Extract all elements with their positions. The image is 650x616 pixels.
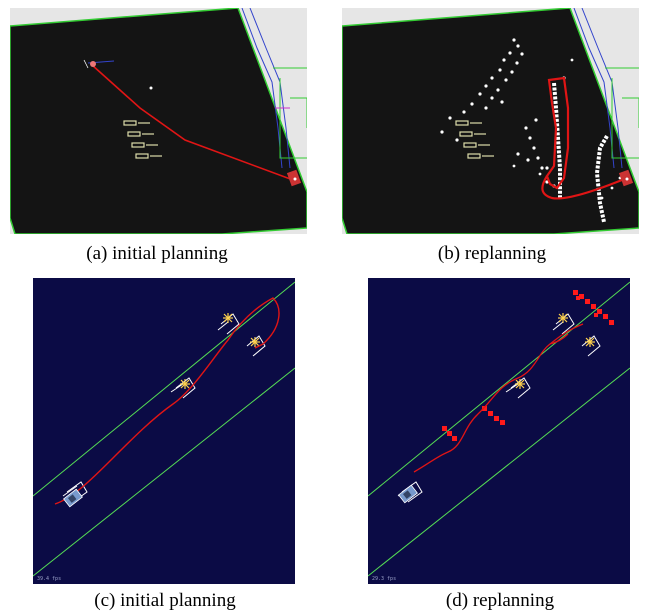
panel-c-canvas: 39.4 fps (33, 278, 295, 584)
obstacle-point (149, 86, 153, 90)
caption-panel-c: (c) initial planning (94, 590, 236, 611)
replanned-path-tail (541, 175, 623, 200)
caption-panel-a: (a) initial planning (86, 243, 228, 264)
panel-a-map-view (10, 8, 307, 234)
ego-vehicle (398, 484, 418, 504)
dense-obstacle-trail (552, 82, 609, 223)
lane-boundary-lines (33, 281, 295, 577)
caption-panel-b: (b) replanning (437, 243, 547, 264)
road-network-lines (241, 8, 307, 169)
obstacle-markers (442, 290, 614, 441)
goal-vehicle-marker (286, 169, 302, 187)
ego-vehicle (63, 488, 83, 508)
sim-background (368, 278, 630, 584)
road-network-lines (573, 8, 639, 169)
replanned-path-branch (549, 333, 569, 345)
obstacle-point-cloud (440, 38, 622, 200)
panel-a-canvas (10, 8, 307, 234)
fps-readout: 29.3 fps (372, 576, 396, 582)
panel-d-simulator-view: 29.3 fps (368, 278, 630, 584)
panel-d-canvas: 29.3 fps (368, 278, 630, 584)
panel-b-map-view (342, 8, 639, 234)
goal-markers (180, 313, 260, 389)
replanned-path-loop (545, 76, 570, 190)
planned-path (91, 64, 294, 181)
start-vehicle-marker (83, 59, 115, 69)
parking-slots (455, 120, 494, 159)
parking-slots (123, 120, 162, 159)
panel-c-simulator-view: 39.4 fps (33, 278, 295, 584)
panel-b-canvas (342, 8, 639, 234)
lane-boundary-lines (368, 281, 630, 577)
fps-readout: 39.4 fps (37, 576, 61, 582)
caption-panel-d: (d) replanning (445, 590, 555, 611)
goal-markers (515, 313, 595, 389)
planned-path (54, 297, 280, 505)
goal-vehicle-marker (618, 169, 634, 187)
sim-background (33, 278, 295, 584)
replanned-path (413, 323, 584, 473)
